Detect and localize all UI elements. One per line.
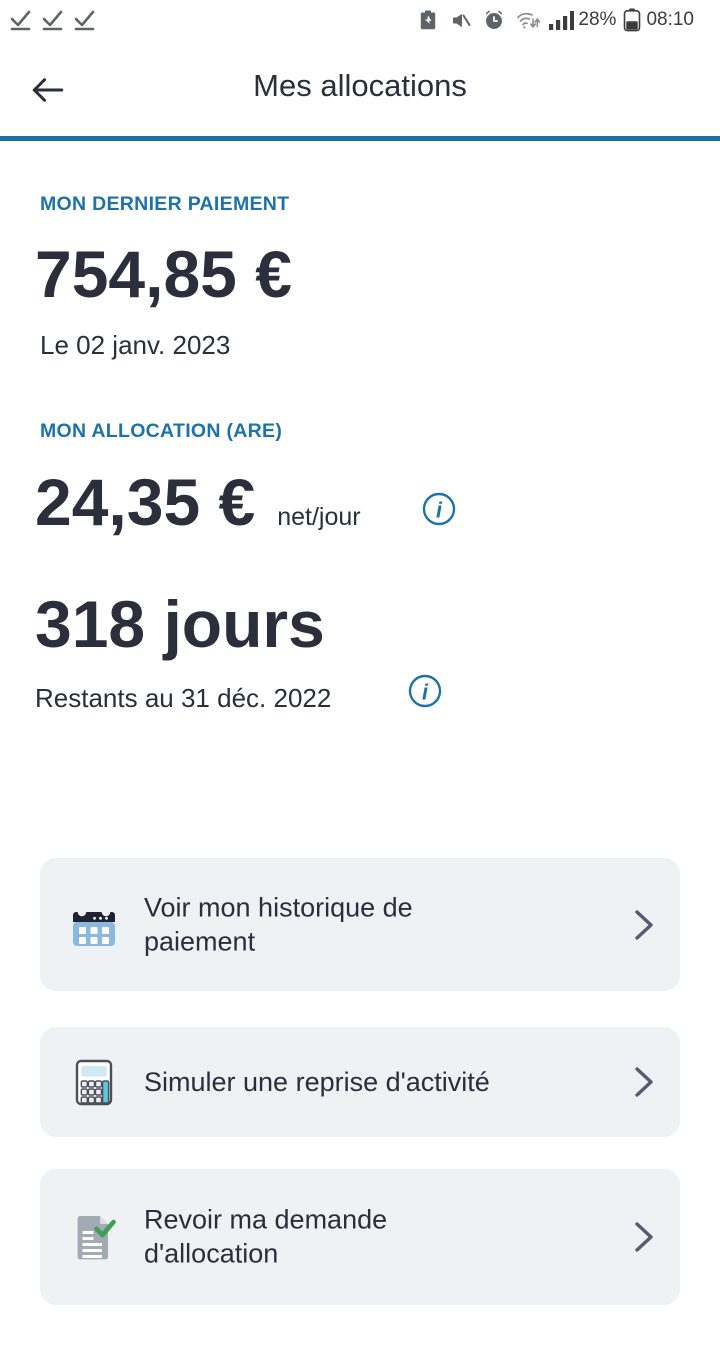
svg-text:i: i [436, 497, 443, 522]
svg-text:i: i [422, 679, 429, 704]
